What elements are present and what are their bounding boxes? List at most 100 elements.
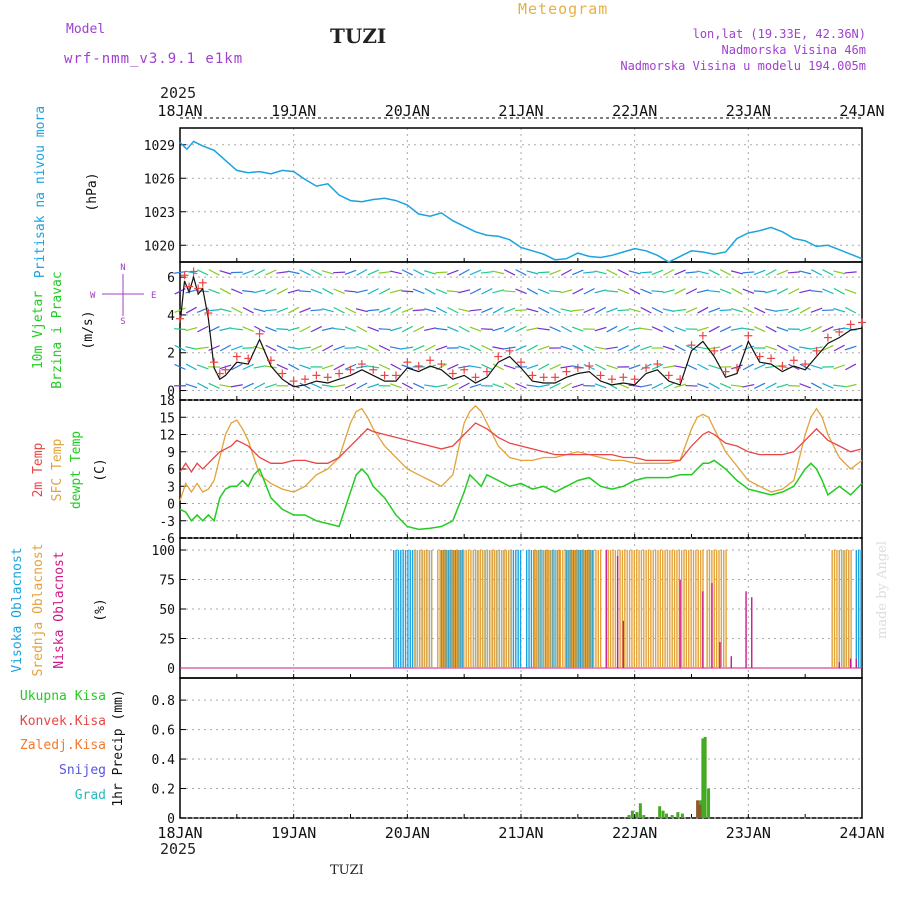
wind-arrow (412, 382, 425, 389)
wind-arrow (401, 307, 414, 313)
wind-arrow (696, 270, 709, 275)
wind-arrow (276, 328, 289, 331)
temp-tick-label: 15 (159, 411, 175, 426)
wind-arrow (583, 271, 596, 274)
wind-arrow (367, 326, 380, 332)
wind-arrow (276, 344, 288, 352)
precip-ylabel: 1hr Precip (mm) (111, 689, 126, 806)
wind-arrow (480, 271, 493, 274)
wind-arrow (265, 288, 277, 295)
wind-arrow (230, 345, 243, 351)
wind-arrow (822, 382, 834, 389)
wind-arrow (719, 288, 732, 295)
wind-arrow (731, 307, 743, 313)
wind-arrow (310, 288, 323, 295)
wind-arrow (219, 384, 232, 388)
wind-arrow (526, 327, 539, 331)
wind-arrow (845, 363, 857, 371)
wind-arrow (492, 270, 505, 275)
wind-arrow (549, 269, 561, 276)
precip-total-bar (630, 810, 634, 818)
wind-arrow (719, 309, 732, 312)
wind-arrow (492, 383, 505, 389)
wind-arrow (605, 290, 618, 293)
wind-arrow (492, 363, 504, 371)
wind-arrow (447, 326, 459, 333)
wind-arrow (685, 307, 698, 314)
wind-arrow (629, 344, 641, 352)
wind-arrow (208, 288, 220, 295)
wind-arrow (174, 307, 186, 313)
wind-arrow (538, 363, 550, 371)
wind-arrow (594, 270, 607, 275)
wind-arrow (481, 363, 493, 370)
wind-arrow (663, 268, 675, 276)
cloud-tick-label: 25 (159, 633, 175, 648)
wind-arrow (685, 384, 698, 387)
wind-arrow (572, 269, 584, 276)
wind-arrow (606, 325, 618, 333)
wind-arrow (333, 288, 345, 295)
wind-arrow (344, 290, 357, 293)
wind-arrow (321, 308, 334, 313)
precip-conv-bar (698, 804, 702, 818)
date-label-top: 19JAN (271, 102, 316, 120)
wind-arrow (435, 384, 448, 388)
precip-tick-label: 0.2 (152, 783, 175, 798)
wind-arrow (413, 269, 425, 276)
wind-arrow (265, 326, 277, 332)
wind-arrow (310, 382, 323, 389)
wind-arrow (174, 363, 186, 370)
wind-arrow (799, 326, 812, 332)
wind-arrow (844, 271, 857, 274)
temp-unit: (C) (93, 458, 108, 481)
wind-arrow (753, 269, 766, 276)
wind-tick-label: 4 (167, 309, 175, 324)
wind-arrow (787, 384, 800, 387)
wind-arrow (254, 269, 266, 276)
wind-arrow (799, 383, 811, 389)
wind-arrow (367, 269, 379, 276)
precip-total-bar (658, 806, 662, 818)
wind-arrow (628, 270, 641, 275)
wind-arrow (526, 270, 539, 275)
credit-text: made by Angel (875, 541, 890, 639)
wind-arrow (685, 363, 698, 371)
year-top: 2025 (160, 84, 196, 102)
wind-arrow (697, 383, 709, 389)
precip-total-bar (661, 810, 665, 818)
wind-arrow (583, 344, 595, 352)
wind-arrow (765, 345, 777, 351)
wind-arrow (185, 306, 197, 314)
date-label-top: 20JAN (385, 102, 430, 120)
pressure-tick-label: 1026 (144, 172, 175, 187)
wind-arrow (571, 326, 584, 332)
wind-arrow (617, 344, 630, 352)
wind-arrow (537, 384, 550, 388)
wind-arrow (674, 344, 686, 352)
wind-arrow (481, 344, 493, 352)
wind-arrow (674, 383, 687, 389)
wind-arrow (810, 307, 823, 313)
wind-arrow (310, 345, 323, 351)
wind-arrow (242, 269, 255, 276)
wind-unit: (m/s) (81, 310, 96, 349)
wind-arrow (469, 365, 482, 369)
precip-total-bar (664, 813, 668, 818)
wind-arrow (458, 289, 471, 294)
wind-arrow (730, 384, 743, 388)
wind-arrow (572, 288, 584, 295)
wind-arrow (230, 384, 243, 388)
wind-arrow (776, 269, 789, 276)
pressure-line (179, 140, 863, 263)
wind-arrow (629, 287, 641, 295)
wind-arrow (526, 384, 539, 388)
dewpt-line (179, 459, 863, 531)
wind-arrow (844, 383, 857, 388)
wind-arrow (617, 269, 629, 276)
cloud-mid-label: Srednja Oblacnost (31, 543, 46, 676)
precip-tick-label: 0.6 (152, 724, 175, 739)
wind-arrow (231, 363, 243, 371)
wind-arrow (822, 326, 834, 333)
